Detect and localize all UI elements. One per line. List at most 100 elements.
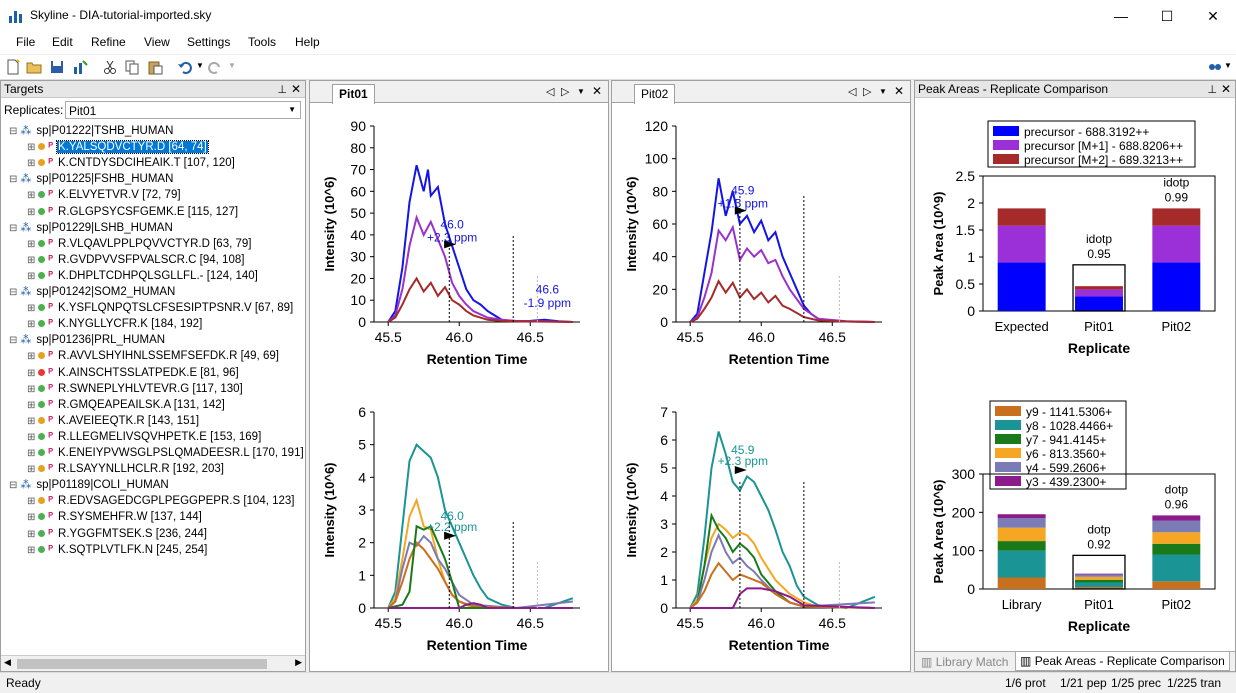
expand-icon[interactable]: ⊞ — [27, 544, 36, 556]
peak-areas-close-icon[interactable]: ✕ — [1220, 82, 1231, 96]
minimize-button[interactable]: — — [1114, 8, 1128, 24]
pin-icon[interactable]: ⊥ — [277, 84, 287, 96]
import-icon[interactable] — [72, 59, 88, 75]
peptide-node[interactable]: ⊞ ᴾ K.ELVYETVR.V [72, 79] — [27, 187, 182, 203]
peptide-node[interactable]: ⊞ ᴾ K.AINSCHTSSLATPEDK.E [81, 96] — [27, 365, 240, 381]
quick-access-icon[interactable] — [1207, 59, 1223, 75]
precursor-peak-area-chart[interactable]: precursor - 688.3192++precursor [M+1] - … — [915, 101, 1235, 363]
expand-icon[interactable]: ⊞ — [27, 319, 36, 331]
maximize-button[interactable]: ☐ — [1160, 8, 1174, 24]
peptide-node[interactable]: ⊞ ᴾ K.NYGLLYCFR.K [184, 192] — [27, 316, 203, 332]
collapse-icon[interactable]: ⊟ — [9, 287, 18, 298]
menu-help[interactable]: Help — [295, 35, 320, 49]
next-tab-icon[interactable]: ▷ — [561, 86, 570, 98]
peptide-node[interactable]: ⊞ ᴾ K.AVEIEEQTK.R [143, 151] — [27, 413, 200, 429]
open-folder-icon[interactable] — [26, 59, 42, 75]
pit01-fragment-chromatogram[interactable]: 0 1 2 3 4 5 6 45.5 46.0 46.5 Retention Time Intensi… — [310, 397, 608, 667]
expand-icon[interactable]: ⊞ — [27, 158, 36, 170]
paste-icon[interactable] — [147, 59, 163, 75]
protein-node[interactable]: ⊟ ⁂ sp|P01236|PRL_HUMAN — [9, 332, 166, 348]
peptide-node[interactable]: ⊞ ᴾ R.LSAYYNLLHCLR.R [192, 203] — [27, 461, 225, 477]
tab-pit02[interactable]: Pit02 — [634, 84, 676, 104]
peptide-node[interactable]: ⊞ ᴾ R.VLQAVLPPLPQVVCTYR.D [63, 79] — [27, 236, 252, 252]
collapse-icon[interactable]: ⊟ — [9, 222, 18, 234]
peptide-node[interactable]: ⊞ ᴾ R.LLEGMELIVSQVHPETK.E [153, 169] — [27, 429, 262, 445]
collapse-icon[interactable]: ⊟ — [9, 480, 18, 492]
peptide-node[interactable]: ⊞ ᴾ R.GLGPSYCSFGEMK.E [115, 127] — [27, 204, 239, 220]
protein-node[interactable]: ⊟ ⁂ sp|P01229|LSHB_HUMAN — [9, 220, 174, 236]
prev-tab-icon[interactable]: ◁ — [848, 86, 857, 98]
peptide-node[interactable]: ⊞ ᴾ K.YSFLQNPQTSLCFSESIPTPSNR.V [67, 89] — [27, 300, 294, 316]
prev-tab-icon[interactable]: ◁ — [546, 86, 555, 98]
peptide-node[interactable]: ⊞ ᴾ K.YALSQDVCTYR.D [64, 74] — [27, 139, 209, 155]
pit02-fragment-chromatogram[interactable]: 0 1 2 3 4 5 6 7 45.5 46.0 46.5 Retention Time Intens… — [612, 397, 910, 667]
scroll-right-icon[interactable]: ▶ — [295, 657, 302, 667]
peptide-node[interactable]: ⊞ ᴾ R.YGGFMTSEK.S [236, 244] — [27, 526, 208, 542]
peptide-node[interactable]: ⊞ ᴾ K.DHPLTCDHPQLSGLLFL.- [124, 140] — [27, 268, 259, 284]
protein-node[interactable]: ⊟ ⁂ sp|P01242|SOM2_HUMAN — [9, 284, 176, 300]
expand-icon[interactable]: ⊞ — [27, 142, 36, 154]
expand-icon[interactable]: ⊞ — [27, 190, 36, 202]
tab-peak-areas[interactable]: ▥ Peak Areas - Replicate Comparison — [1015, 652, 1230, 671]
expand-icon[interactable]: ⊞ — [27, 367, 36, 379]
expand-icon[interactable]: ⊞ — [27, 431, 36, 443]
undo-icon[interactable] — [177, 59, 193, 75]
pit01-precursor-chromatogram[interactable]: 0 10 20 30 40 50 60 70 80 90 45.5 46.0 46.5 Retention… — [310, 111, 608, 381]
tab-library-match[interactable]: ▥ Library Match — [917, 653, 1012, 671]
redo-icon[interactable] — [207, 59, 223, 75]
tab-pit01[interactable]: Pit01 — [332, 84, 375, 104]
expand-icon[interactable]: ⊞ — [27, 254, 36, 266]
peptide-node[interactable]: ⊞ ᴾ R.SWNEPLYHLVTEVR.G [117, 130] — [27, 381, 244, 397]
cut-icon[interactable] — [102, 59, 118, 75]
tab-menu-icon[interactable]: ▼ — [879, 87, 887, 96]
peptide-node[interactable]: ⊞ ᴾ R.GMQEAPEAILSK.A [131, 142] — [27, 397, 226, 413]
menu-settings[interactable]: Settings — [187, 35, 231, 49]
expand-icon[interactable]: ⊞ — [27, 512, 36, 524]
expand-icon[interactable]: ⊞ — [27, 528, 36, 540]
expand-icon[interactable]: ⊞ — [27, 351, 36, 363]
peptide-node[interactable]: ⊞ ᴾ R.EDVSAGEDCGPLPEGGPEPR.S [104, 123] — [27, 493, 296, 509]
collapse-icon[interactable]: ⊟ — [9, 126, 18, 137]
expand-icon[interactable]: ⊞ — [27, 399, 36, 411]
expand-icon[interactable]: ⊞ — [27, 303, 36, 315]
undo-dropdown-icon[interactable]: ▼ — [196, 61, 204, 70]
new-file-icon[interactable] — [5, 59, 21, 75]
expand-icon[interactable]: ⊞ — [27, 448, 36, 459]
expand-icon[interactable]: ⊞ — [27, 383, 36, 395]
peptide-node[interactable]: ⊞ ᴾ R.GVDPVVSFPVALSCR.C [94, 108] — [27, 252, 245, 268]
scrollbar-thumb[interactable] — [17, 659, 267, 669]
peptide-node[interactable]: ⊞ ᴾ R.SYSMEHFR.W [137, 144] — [27, 509, 203, 525]
collapse-icon[interactable]: ⊟ — [9, 174, 18, 186]
expand-icon[interactable]: ⊞ — [27, 206, 36, 218]
protein-node[interactable]: ⊟ ⁂ sp|P01222|TSHB_HUMAN — [9, 123, 174, 139]
redo-dropdown-icon[interactable]: ▼ — [228, 61, 236, 70]
pit01-close-icon[interactable]: ✕ — [592, 84, 603, 98]
next-tab-icon[interactable]: ▷ — [863, 86, 872, 98]
peptide-node[interactable]: ⊞ ᴾ K.ENEIYPVWSGLPSLQMADEESR.L [170, 191] — [27, 445, 305, 461]
expand-icon[interactable]: ⊞ — [27, 464, 36, 476]
pit02-precursor-chromatogram[interactable]: 0 20 40 60 80 100 120 45.5 46.0 46.5 Retention Tim… — [612, 111, 910, 381]
expand-icon[interactable]: ⊞ — [27, 415, 36, 427]
menu-view[interactable]: View — [144, 35, 170, 49]
expand-icon[interactable]: ⊞ — [27, 238, 36, 250]
menu-edit[interactable]: Edit — [52, 35, 73, 49]
expand-icon[interactable]: ⊞ — [27, 270, 36, 282]
menu-tools[interactable]: Tools — [248, 35, 277, 49]
peptide-node[interactable]: ⊞ ᴾ K.CNTDYSDCIHEAIK.T [107, 120] — [27, 155, 236, 171]
expand-icon[interactable]: ⊞ — [27, 496, 36, 508]
collapse-icon[interactable]: ⊟ — [9, 335, 18, 347]
close-button[interactable]: ✕ — [1207, 8, 1219, 24]
tab-menu-icon[interactable]: ▼ — [577, 87, 585, 96]
menu-refine[interactable]: Refine — [91, 35, 126, 49]
scroll-left-icon[interactable]: ◀ — [4, 657, 11, 667]
protein-node[interactable]: ⊟ ⁂ sp|P01189|COLI_HUMAN — [9, 477, 170, 493]
menu-file[interactable]: File — [16, 35, 36, 49]
horizontal-scrollbar[interactable]: ◀ ▶ — [1, 655, 305, 671]
pin-icon[interactable]: ⊥ — [1207, 84, 1217, 96]
replicates-select[interactable]: Pit01 ▼ — [65, 101, 301, 119]
fragment-peak-area-chart[interactable]: y9 - 1141.5306+y8 - 1028.4466+y7 - 941.4… — [915, 379, 1235, 649]
peptide-node[interactable]: ⊞ ᴾ R.AVVLSHYIHNLSSEMFSEFDK.R [49, 69] — [27, 348, 280, 364]
pit02-close-icon[interactable]: ✕ — [894, 84, 905, 98]
chevron-down-icon[interactable]: ▼ — [288, 105, 296, 114]
save-icon[interactable] — [49, 59, 65, 75]
